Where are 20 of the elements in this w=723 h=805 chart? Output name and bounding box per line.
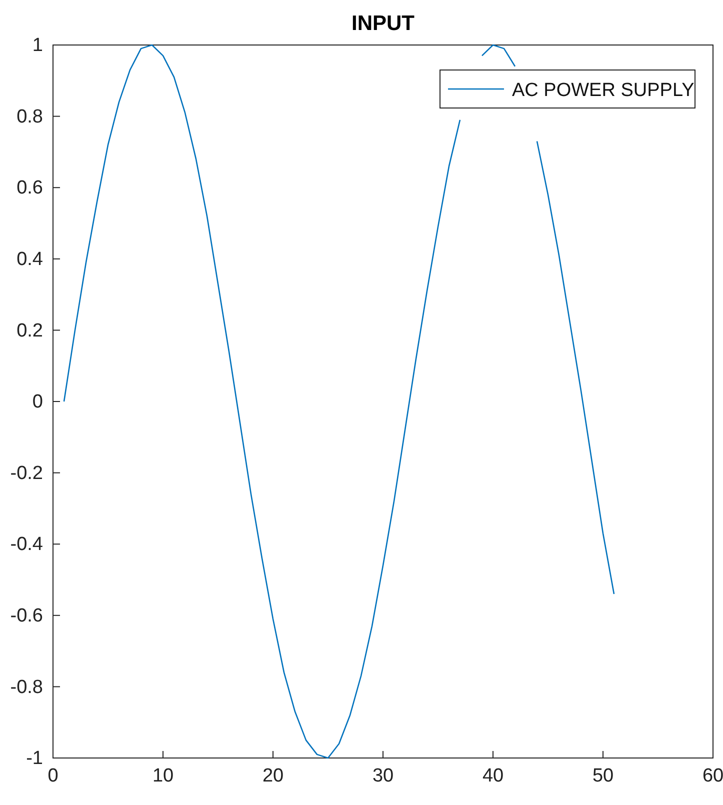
- x-tick-label: 20: [262, 765, 284, 786]
- x-tick-label: 0: [48, 765, 58, 786]
- x-tick-label: 50: [592, 765, 614, 786]
- y-tick-label: 1: [32, 35, 43, 56]
- legend-label: AC POWER SUPPLY: [512, 80, 695, 101]
- y-tick-label: 0.6: [16, 178, 43, 199]
- x-tick-label: 10: [152, 765, 174, 786]
- y-tick-label: -1: [26, 748, 43, 770]
- chart-title: INPUT: [352, 12, 415, 35]
- y-tick-label: 0: [32, 392, 43, 413]
- y-tick-label: -0.2: [10, 462, 43, 484]
- y-tick-label: 0.2: [16, 320, 43, 342]
- y-tick-label: -0.4: [10, 534, 44, 556]
- y-tick-label: 0.8: [16, 106, 43, 128]
- x-tick-label: 40: [482, 765, 504, 786]
- y-tick-label: -0.6: [10, 605, 43, 626]
- y-tick-label: 0.4: [16, 248, 44, 270]
- x-tick-label: 60: [702, 765, 723, 786]
- x-tick-label: 30: [372, 765, 394, 786]
- y-tick-label: -0.8: [10, 676, 43, 698]
